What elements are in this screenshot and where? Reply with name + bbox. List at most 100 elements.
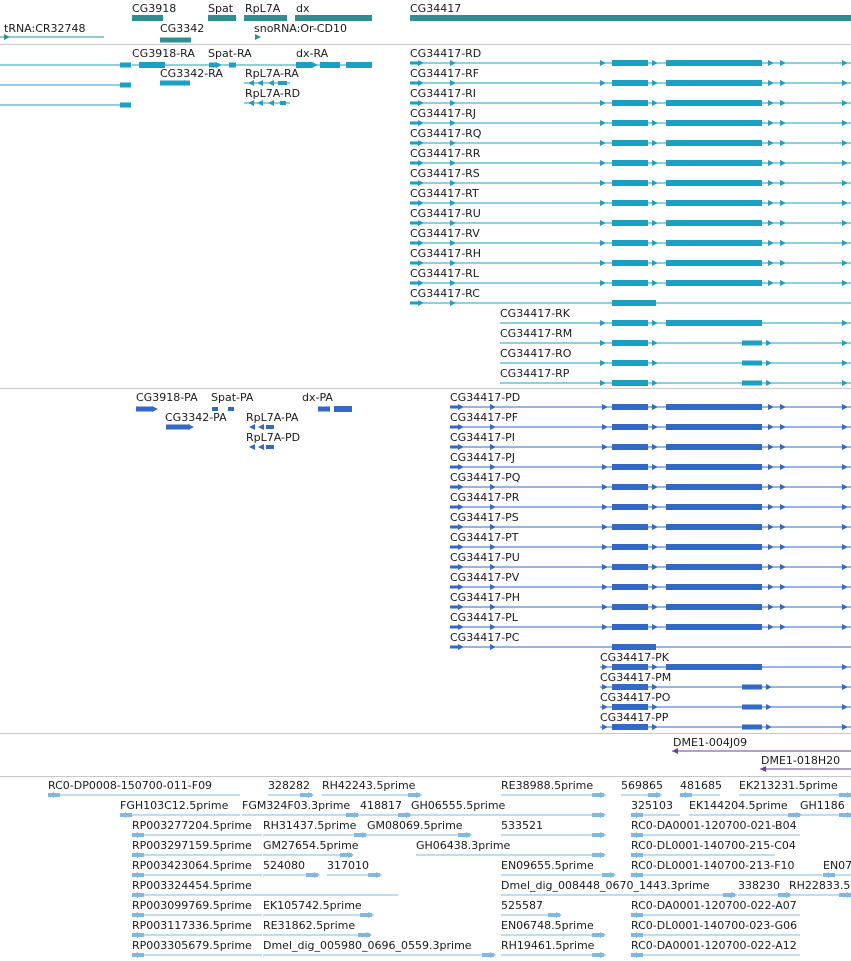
cdna-label-325103[interactable]: 325103: [631, 799, 673, 812]
gene-label-trna-cr32748[interactable]: tRNA:CR32748: [4, 22, 86, 35]
cdna-label-dmel-dig-008448-0670-1443-3prime[interactable]: Dmel_dig_008448_0670_1443.3prime: [501, 879, 710, 892]
transcript-label-cg3918-ra[interactable]: CG3918-RA: [132, 47, 195, 60]
protein-label-rpl7a-pd[interactable]: RpL7A-PD: [246, 431, 301, 444]
protein-label-cg34417-pl[interactable]: CG34417-PL: [450, 611, 518, 624]
transcript-label-dx-ra[interactable]: dx-RA: [296, 47, 329, 60]
cdna-label-rp003324454-5prime[interactable]: RP003324454.5prime: [132, 879, 252, 892]
cdna-label-rc0-dp0008-150700-011-f09[interactable]: RC0-DP0008-150700-011-F09: [48, 779, 213, 792]
transcript-label-cg3342-ra[interactable]: CG3342-RA: [160, 67, 223, 80]
cdna-label-gh06438-3prime[interactable]: GH06438.3prime: [416, 839, 511, 852]
cdna-label-418817[interactable]: 418817: [360, 799, 402, 812]
cdna-label-en07[interactable]: EN07: [823, 859, 851, 872]
protein-label-cg34417-pp[interactable]: CG34417-PP: [600, 711, 669, 724]
protein-label-cg34417-ps[interactable]: CG34417-PS: [450, 511, 519, 524]
transcript-label-cg34417-rd[interactable]: CG34417-RD: [410, 47, 482, 60]
cdna-label-ek144204-5prime[interactable]: EK144204.5prime: [689, 799, 788, 812]
protein-label-cg34417-pt[interactable]: CG34417-PT: [450, 531, 519, 544]
transcript-label-cg34417-rk[interactable]: CG34417-RK: [500, 307, 571, 320]
cdna-label-524080[interactable]: 524080: [263, 859, 305, 872]
cdna-label-rc0-da0001-120700-021-b04[interactable]: RC0-DA0001-120700-021-B04: [631, 819, 797, 832]
gene-label-snorna-or-cd10[interactable]: snoRNA:Or-CD10: [254, 22, 347, 35]
cdna-label-317010[interactable]: 317010: [327, 859, 369, 872]
cdna-label-en06748-5prime[interactable]: EN06748.5prime: [501, 919, 594, 932]
cdna-label-ek105742-5prime[interactable]: EK105742.5prime: [263, 899, 362, 912]
cdna-label-en09655-5prime[interactable]: EN09655.5prime: [501, 859, 594, 872]
protein-label-cg3918-pa[interactable]: CG3918-PA: [136, 391, 198, 404]
transcript-label-cg34417-rc[interactable]: CG34417-RC: [410, 287, 480, 300]
gene-label-cg3342[interactable]: CG3342: [160, 22, 205, 35]
cdna-label-rh31437-5prime[interactable]: RH31437.5prime: [263, 819, 357, 832]
cdna-label-rh42243-5prime[interactable]: RH42243.5prime: [322, 779, 416, 792]
cdna-label-rp003117336-5prime[interactable]: RP003117336.5prime: [132, 919, 252, 932]
cdna-label-fgm324f03-3prime[interactable]: FGM324F03.3prime: [242, 799, 351, 812]
gene-label-cg34417[interactable]: CG34417: [410, 2, 462, 15]
cdna-label-338230[interactable]: 338230: [738, 879, 780, 892]
transcript-label-cg34417-rq[interactable]: CG34417-RQ: [410, 127, 482, 140]
transcript-label-cg34417-rp[interactable]: CG34417-RP: [500, 367, 570, 380]
cdna-label-rc0-da0001-120700-022-a07[interactable]: RC0-DA0001-120700-022-A07: [631, 899, 797, 912]
protein-label-cg34417-pu[interactable]: CG34417-PU: [450, 551, 520, 564]
cdna-label-fgh103c12-5prime[interactable]: FGH103C12.5prime: [120, 799, 229, 812]
transcript-label-cg34417-rh[interactable]: CG34417-RH: [410, 247, 482, 260]
transcript-label-cg34417-ri[interactable]: CG34417-RI: [410, 87, 477, 100]
protein-label-cg34417-pv[interactable]: CG34417-PV: [450, 571, 520, 584]
protein-label-cg34417-pd[interactable]: CG34417-PD: [450, 391, 521, 404]
cdna-label-gh06555-5prime[interactable]: GH06555.5prime: [411, 799, 506, 812]
cdna-label-rp003277204-5prime[interactable]: RP003277204.5prime: [132, 819, 252, 832]
cdna-label-481685[interactable]: 481685: [680, 779, 722, 792]
protein-label-spat-pa[interactable]: Spat-PA: [211, 391, 254, 404]
cdna-label-rc0-dl0001-140700-023-g06[interactable]: RC0-DL0001-140700-023-G06: [631, 919, 798, 932]
transcript-label-spat-ra[interactable]: Spat-RA: [208, 47, 252, 60]
protein-label-cg34417-ph[interactable]: CG34417-PH: [450, 591, 521, 604]
protein-label-cg34417-pr[interactable]: CG34417-PR: [450, 491, 520, 504]
cdna-label-rp003423064-5prime[interactable]: RP003423064.5prime: [132, 859, 252, 872]
transcript-label-rpl7a-ra[interactable]: RpL7A-RA: [245, 67, 299, 80]
transcript-label-cg34417-rf[interactable]: CG34417-RF: [410, 67, 480, 80]
transcript-label-cg34417-ro[interactable]: CG34417-RO: [500, 347, 572, 360]
protein-label-dx-pa[interactable]: dx-PA: [302, 391, 333, 404]
transcript-label-cg34417-rl[interactable]: CG34417-RL: [410, 267, 479, 280]
protein-label-rpl7a-pa[interactable]: RpL7A-PA: [246, 411, 299, 424]
protein-label-cg34417-pc[interactable]: CG34417-PC: [450, 631, 520, 644]
transcript-label-cg34417-ru[interactable]: CG34417-RU: [410, 207, 481, 220]
cdna-label-rp003305679-5prime[interactable]: RP003305679.5prime: [132, 939, 252, 952]
cdna-label-dmel-dig-005980-0696-0559-3prime[interactable]: Dmel_dig_005980_0696_0559.3prime: [263, 939, 472, 952]
transcript-label-cg34417-rt[interactable]: CG34417-RT: [410, 187, 479, 200]
protein-label-cg34417-pi[interactable]: CG34417-PI: [450, 431, 516, 444]
cdna-label-569865[interactable]: 569865: [621, 779, 663, 792]
cdna-label-rc0-dl0001-140700-215-c04[interactable]: RC0-DL0001-140700-215-C04: [631, 839, 796, 852]
protein-label-cg34417-pj[interactable]: CG34417-PJ: [450, 451, 516, 464]
gene-label-dx[interactable]: dx: [296, 2, 310, 15]
cdna-label-re31862-5prime[interactable]: RE31862.5prime: [263, 919, 356, 932]
protein-label-cg34417-po[interactable]: CG34417-PO: [600, 691, 671, 704]
gene-label-spat[interactable]: Spat: [208, 2, 234, 15]
gene-label-rpl7a[interactable]: RpL7A: [245, 2, 281, 15]
transcript-label-cg34417-rs[interactable]: CG34417-RS: [410, 167, 480, 180]
transcript-label-cg34417-rv[interactable]: CG34417-RV: [410, 227, 480, 240]
cdna-label-gh1186[interactable]: GH1186: [800, 799, 845, 812]
protein-label-cg34417-pk[interactable]: CG34417-PK: [600, 651, 670, 664]
cdna-label-rc0-da0001-120700-022-a12[interactable]: RC0-DA0001-120700-022-A12: [631, 939, 797, 952]
transcript-label-cg34417-rr[interactable]: CG34417-RR: [410, 147, 481, 160]
cdna-label-328282[interactable]: 328282: [268, 779, 310, 792]
protein-label-cg34417-pf[interactable]: CG34417-PF: [450, 411, 519, 424]
transcript-label-cg34417-rm[interactable]: CG34417-RM: [500, 327, 573, 340]
cdna-label-rp003297159-5prime[interactable]: RP003297159.5prime: [132, 839, 252, 852]
est-label-dme1-018h20[interactable]: DME1-018H20: [761, 754, 841, 767]
cdna-label-gm27654-5prime[interactable]: GM27654.5prime: [263, 839, 359, 852]
cdna-label-rc0-dl0001-140700-213-f10[interactable]: RC0-DL0001-140700-213-F10: [631, 859, 795, 872]
cdna-label-re38988-5prime[interactable]: RE38988.5prime: [501, 779, 594, 792]
cdna-label-525587[interactable]: 525587: [501, 899, 543, 912]
cdna-label-rh19461-5prime[interactable]: RH19461.5prime: [501, 939, 595, 952]
protein-label-cg34417-pm[interactable]: CG34417-PM: [600, 671, 672, 684]
cdna-label-rh22833-5[interactable]: RH22833.5: [789, 879, 851, 892]
protein-label-cg34417-pq[interactable]: CG34417-PQ: [450, 471, 521, 484]
cdna-label-533521[interactable]: 533521: [501, 819, 543, 832]
est-label-dme1-004j09[interactable]: DME1-004J09: [673, 736, 748, 749]
gene-label-cg3918[interactable]: CG3918: [132, 2, 177, 15]
cdna-label-ek213231-5prime[interactable]: EK213231.5prime: [739, 779, 838, 792]
protein-label-cg3342-pa[interactable]: CG3342-PA: [165, 411, 227, 424]
cdna-label-gm08069-5prime[interactable]: GM08069.5prime: [367, 819, 463, 832]
transcript-label-cg34417-rj[interactable]: CG34417-RJ: [410, 107, 477, 120]
transcript-label-rpl7a-rd[interactable]: RpL7A-RD: [245, 87, 301, 100]
